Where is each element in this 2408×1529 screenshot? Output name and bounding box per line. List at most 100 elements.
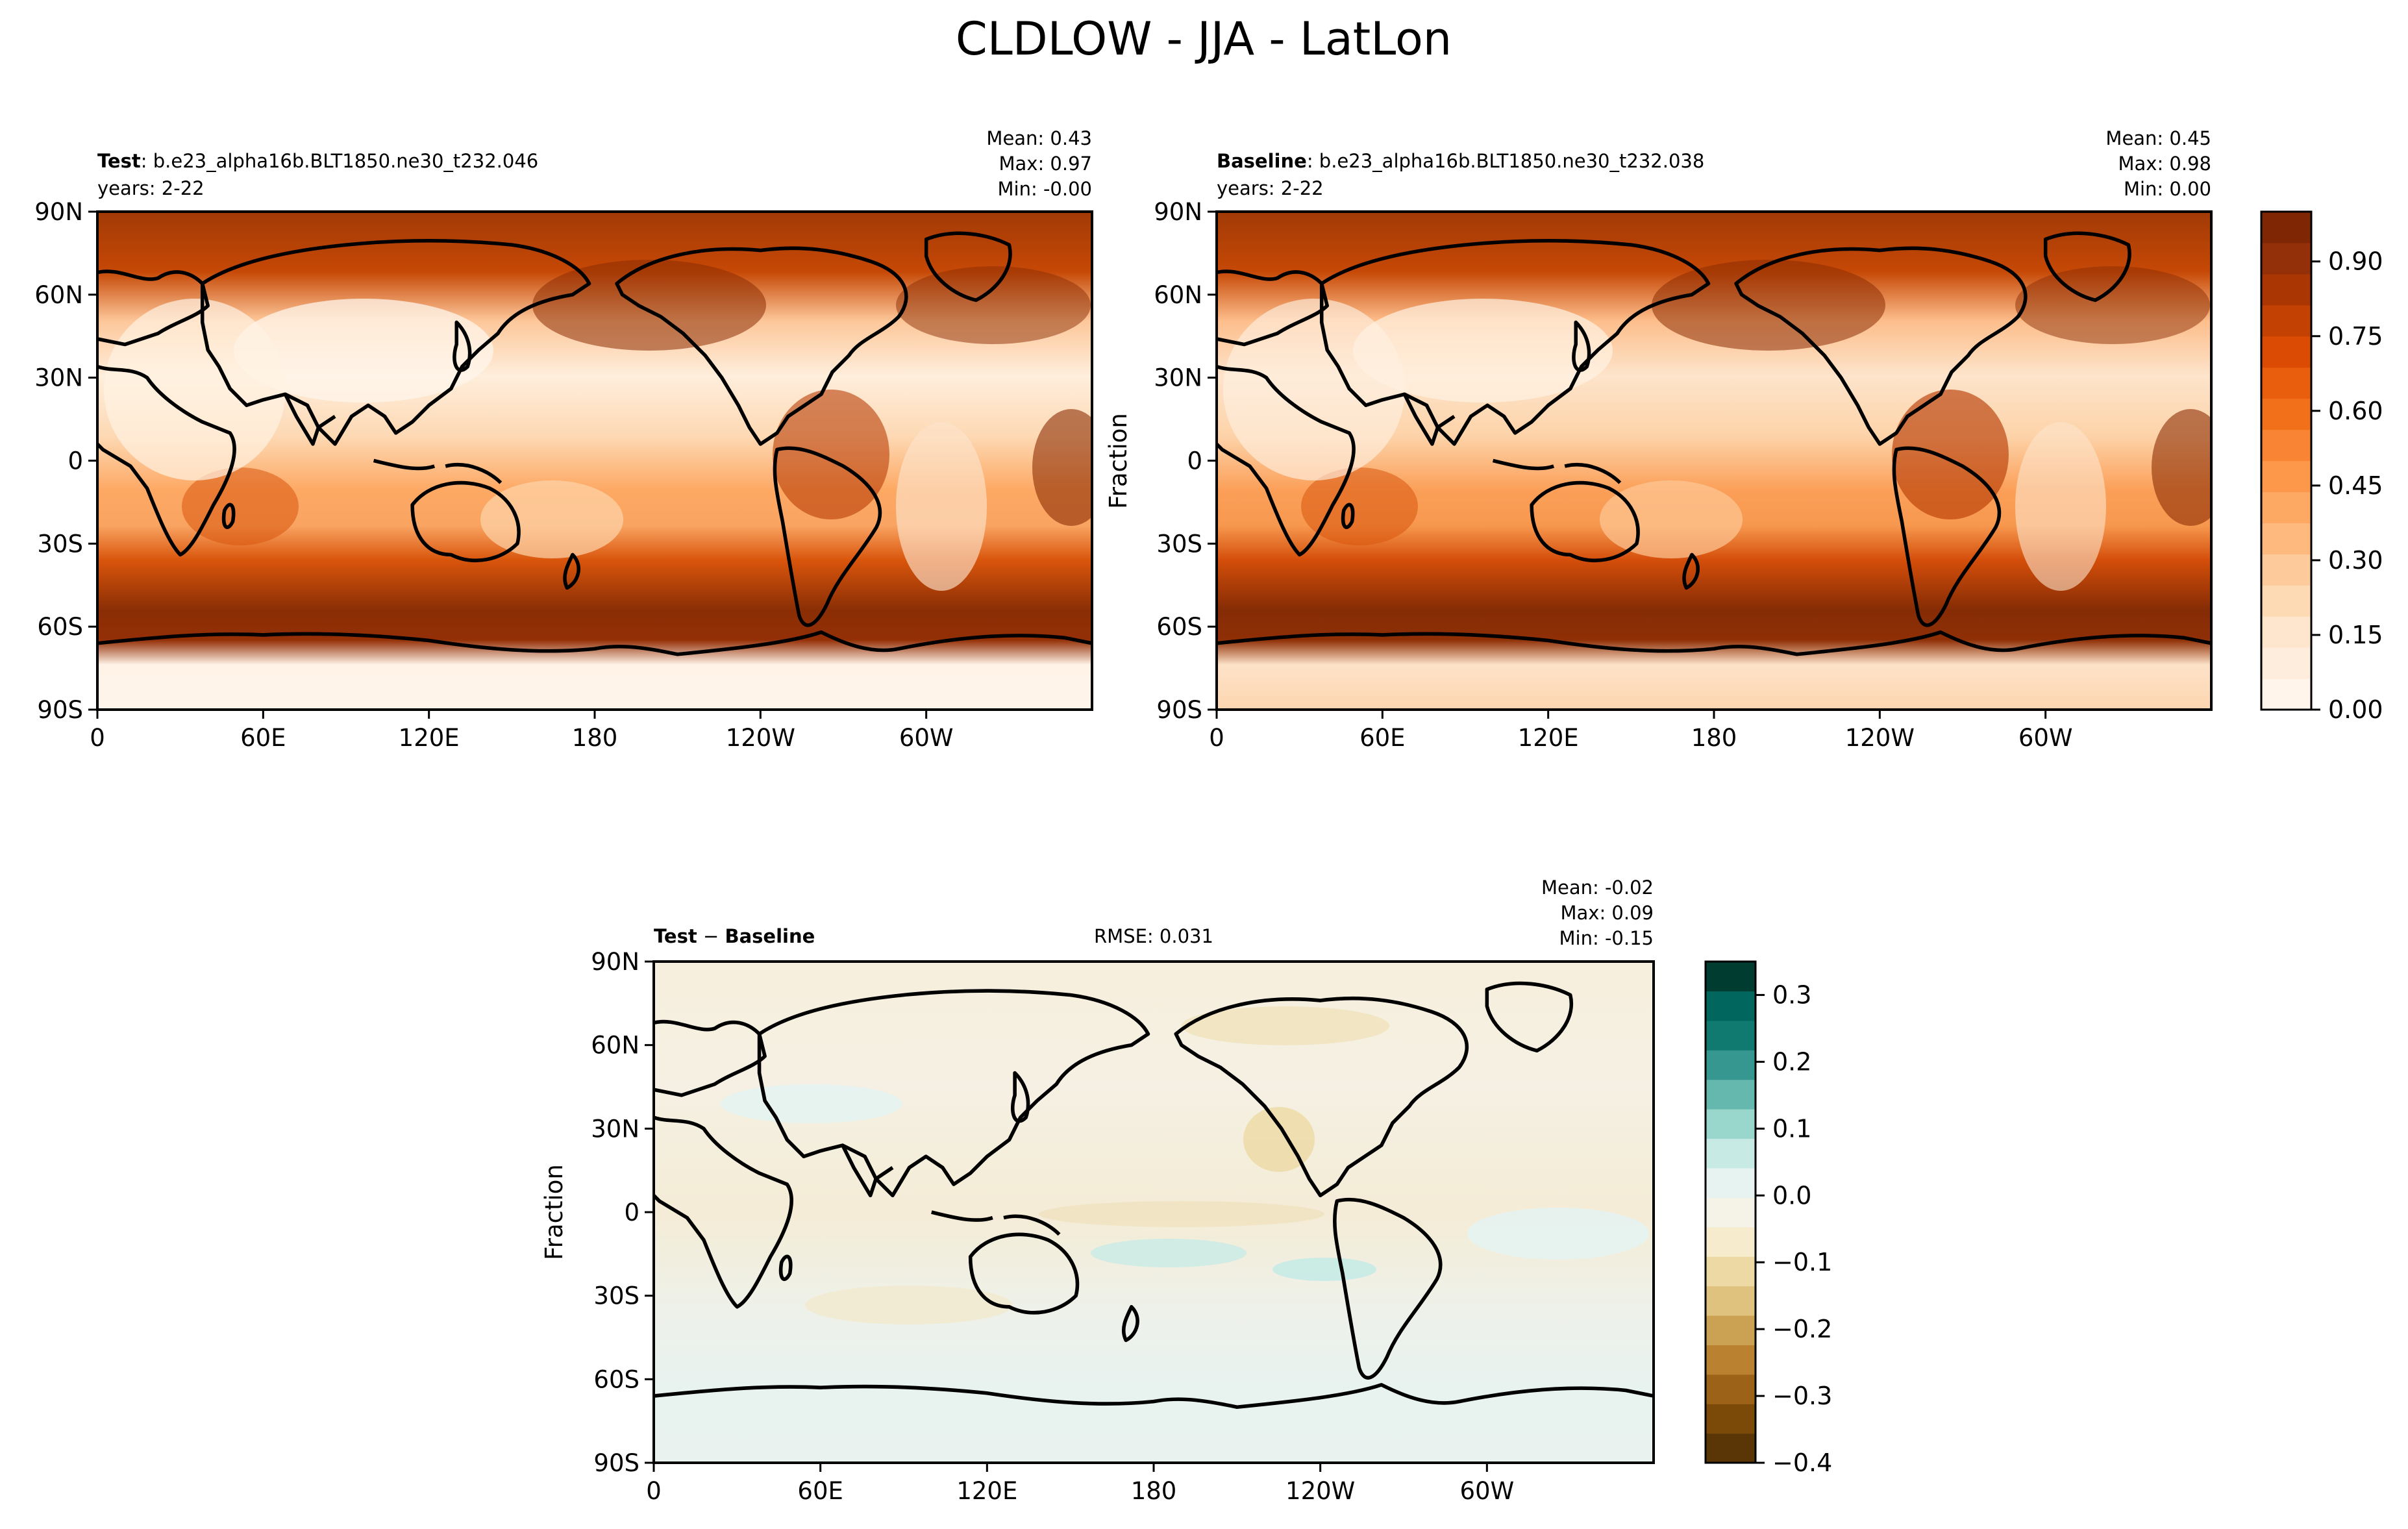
- difference-stat-max: Max: 0.09: [1560, 902, 1654, 924]
- test-map-field: [97, 212, 1092, 710]
- baseline-stat-max: Max: 0.98: [2118, 153, 2211, 175]
- difference-label-test: Test: [654, 925, 697, 947]
- baseline-colorbar-segment: [2261, 398, 2311, 430]
- difference-stat-min: Min: -0.15: [1559, 927, 1654, 949]
- test-x-tick-label: 120W: [726, 724, 795, 752]
- baseline-colorbar-segment: [2261, 242, 2311, 275]
- baseline-x-tick-label: 120E: [1518, 724, 1579, 752]
- difference-rmse: RMSE: 0.031: [1094, 925, 1213, 947]
- difference-y-axis: 90N 60N 30N 0 30S 60S 90S: [591, 948, 654, 1477]
- difference-colorbar-segment: [1706, 1020, 1756, 1050]
- baseline-years: years: 2-22: [1217, 177, 1324, 199]
- baseline-colorbar-tick-label: 0.45: [2328, 471, 2383, 500]
- difference-colorbar-tick-label: −0.1: [1772, 1248, 1832, 1276]
- difference-colorbar-segment: [1706, 1286, 1756, 1316]
- difference-x-tick-label: 60W: [1459, 1477, 1514, 1505]
- difference-field-feature: [721, 1084, 902, 1123]
- difference-y-tick-label: 30N: [591, 1115, 639, 1143]
- baseline-field-feature: [1353, 299, 1613, 403]
- difference-x-tick-label: 120W: [1285, 1477, 1355, 1505]
- test-field-feature: [532, 260, 766, 351]
- baseline-colorbar-segment: [2261, 429, 2311, 462]
- test-stat-min: Min: -0.00: [998, 178, 1092, 200]
- baseline-y-tick-label: 30N: [1154, 364, 1202, 392]
- test-panel: Test: b.e23_alpha16b.BLT1850.ne30_t232.0…: [34, 127, 1093, 752]
- difference-y-tick-label: 30S: [593, 1282, 639, 1310]
- test-x-tick-label: 60W: [899, 724, 954, 752]
- difference-field-feature: [1039, 1201, 1324, 1227]
- difference-colorbar-tick-label: 0.3: [1772, 980, 1811, 1009]
- baseline-field-feature: [2015, 266, 2210, 344]
- difference-y-tick-label: 90N: [591, 948, 639, 976]
- baseline-x-tick-label: 60W: [2018, 724, 2073, 752]
- test-field-feature: [896, 266, 1091, 344]
- difference-x-tick-label: 60E: [797, 1477, 843, 1505]
- difference-colorbar-segment: [1706, 1404, 1756, 1434]
- baseline-colorbar-segment: [2261, 273, 2311, 306]
- baseline-field-feature: [1600, 480, 1743, 558]
- difference-stat-mean: Mean: -0.02: [1541, 876, 1654, 899]
- difference-x-tick-label: 180: [1131, 1477, 1177, 1505]
- baseline-y-tick-label: 60S: [1156, 613, 1202, 641]
- test-x-tick-label: 180: [572, 724, 618, 752]
- difference-label-baseline: Baseline: [725, 925, 815, 947]
- difference-map-field: [654, 962, 1654, 1463]
- baseline-stat-mean: Mean: 0.45: [2105, 127, 2211, 149]
- baseline-y-tick-label: 0: [1187, 447, 1202, 475]
- difference-panel: Test − Baseline RMSE: 0.031 Mean: -0.02 …: [540, 876, 1832, 1505]
- test-y-tick-label: 0: [68, 447, 83, 475]
- baseline-y-tick-label: 30S: [1156, 530, 1202, 558]
- baseline-colorbar-tick-label: 0.90: [2328, 247, 2383, 276]
- difference-y-tick-label: 0: [624, 1199, 639, 1226]
- difference-x-axis: 0 60E 120E 180 120W 60W: [646, 1463, 1514, 1505]
- baseline-y-tick-label: 60N: [1154, 281, 1202, 309]
- baseline-colorbar-segment: [2261, 554, 2311, 586]
- baseline-x-axis: 0 60E 120E 180 120W 60W: [1209, 710, 2073, 752]
- difference-colorbar-tick-label: −0.3: [1772, 1382, 1832, 1410]
- difference-colorbar: 0.3 0.2 0.1 0.0 −0.1 −0.2 −0.3 −0.4: [1704, 960, 1832, 1477]
- difference-field-feature: [805, 1286, 1013, 1324]
- difference-colorbar-segment: [1706, 1197, 1756, 1228]
- test-x-tick-label: 120E: [399, 724, 460, 752]
- test-field-feature: [234, 299, 493, 403]
- baseline-field-feature: [2152, 409, 2211, 526]
- baseline-label-bold: Baseline: [1217, 150, 1307, 172]
- difference-field-feature: [1272, 1258, 1376, 1281]
- test-stat-mean: Mean: 0.43: [986, 127, 1092, 149]
- test-y-tick-label: 30N: [34, 364, 83, 392]
- baseline-colorbar: 0.00 0.15 0.30 0.45 0.60 0.75 0.90: [2260, 210, 2383, 724]
- baseline-y-tick-label: 90S: [1156, 696, 1202, 724]
- difference-colorbar-segment: [1706, 1167, 1756, 1198]
- baseline-x-tick-label: 0: [1209, 724, 1224, 752]
- baseline-y-axis-label: Fraction: [1104, 413, 1132, 509]
- test-x-axis: 0 60E 120E 180 120W 60W: [90, 710, 954, 752]
- difference-field-feature: [1182, 1006, 1389, 1045]
- baseline-y-axis: 90N 60N 30N 0 30S 60S 90S: [1154, 198, 1217, 724]
- baseline-field-feature: [1892, 390, 2009, 519]
- difference-colorbar-segment: [1706, 1226, 1756, 1257]
- baseline-y-tick-label: 90N: [1154, 198, 1202, 226]
- difference-colorbar-segment: [1706, 1109, 1756, 1139]
- test-label-bold: Test: [97, 150, 141, 172]
- baseline-colorbar-segment: [2261, 647, 2311, 679]
- difference-y-tick-label: 60S: [593, 1365, 639, 1393]
- baseline-colorbar-segment: [2261, 678, 2311, 710]
- difference-colorbar-tick-label: 0.2: [1772, 1047, 1811, 1076]
- difference-y-tick-label: 60N: [591, 1032, 639, 1060]
- baseline-colorbar-segment: [2261, 212, 2311, 243]
- difference-colorbar-tick-label: 0.1: [1772, 1114, 1811, 1143]
- difference-field-feature: [1467, 1208, 1649, 1260]
- difference-colorbar-tick-label: −0.4: [1772, 1448, 1832, 1477]
- baseline-map-field: [1217, 212, 2211, 710]
- difference-colorbar-segment: [1706, 962, 1756, 992]
- test-field-feature: [480, 480, 623, 558]
- difference-y-tick-label: 90S: [593, 1449, 639, 1477]
- test-y-tick-label: 90S: [37, 696, 83, 724]
- baseline-field-feature: [2015, 422, 2106, 591]
- test-y-axis: 90N 60N 30N 0 30S 60S 90S: [34, 198, 97, 724]
- difference-colorbar-segment: [1706, 1345, 1756, 1375]
- difference-colorbar-tick-label: 0.0: [1772, 1181, 1811, 1210]
- baseline-x-tick-label: 120W: [1845, 724, 1915, 752]
- test-y-tick-label: 60N: [34, 281, 83, 309]
